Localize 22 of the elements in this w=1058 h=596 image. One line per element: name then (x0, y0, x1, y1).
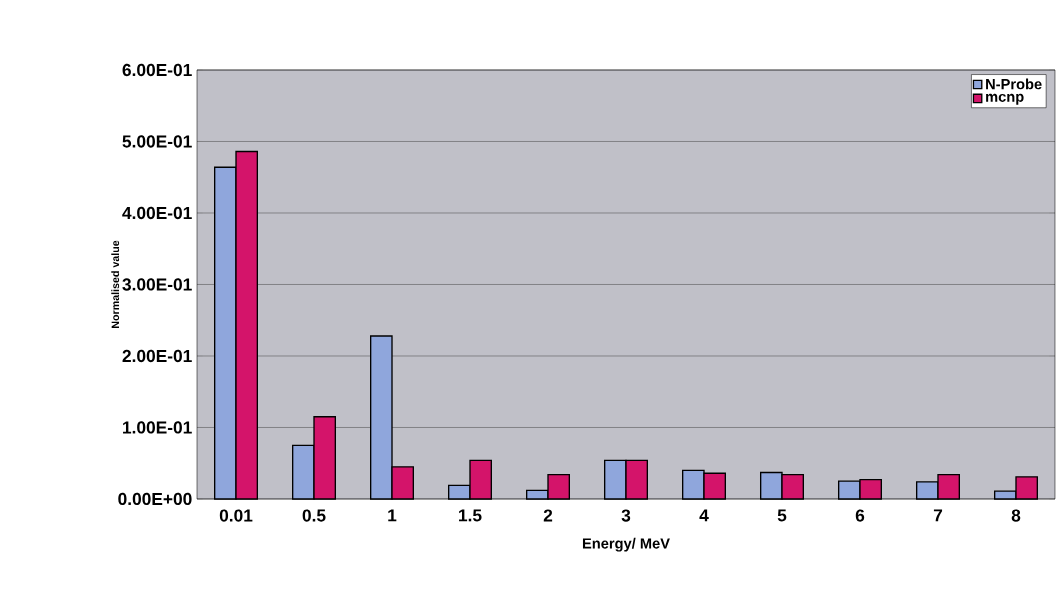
y-tick-label: 1.00E-01 (123, 421, 192, 434)
x-tick-label: 4 (699, 509, 709, 522)
x-tick-label: 2 (543, 509, 553, 522)
y-tick-label: 0.00E+00 (118, 492, 192, 506)
x-tick-label: 8 (1011, 509, 1021, 522)
y-axis-title: Normalised value (111, 240, 120, 328)
x-tick-label: 5 (777, 509, 787, 522)
y-tick-label: 2.00E-01 (122, 349, 192, 363)
x-axis-title: Energy/ MeV (582, 537, 670, 552)
x-tick-label: 1 (388, 509, 397, 522)
x-tick-label: 0.01 (219, 509, 253, 522)
legend-label: N-Probe (986, 78, 1042, 90)
y-tick-label: 3.00E-01 (122, 278, 192, 291)
y-tick-label: 5.00E-01 (122, 135, 192, 148)
x-tick-label: 7 (933, 509, 943, 522)
legend-label: mcnp (986, 93, 1024, 105)
y-tick-label: 6.00E-01 (122, 63, 192, 77)
x-tick-label: 6 (855, 509, 865, 522)
x-tick-label: 0.5 (302, 509, 326, 522)
y-tick-label: 4.00E-01 (122, 206, 192, 220)
x-tick-label: 1.5 (459, 509, 482, 522)
x-tick-label: 3 (621, 509, 631, 522)
